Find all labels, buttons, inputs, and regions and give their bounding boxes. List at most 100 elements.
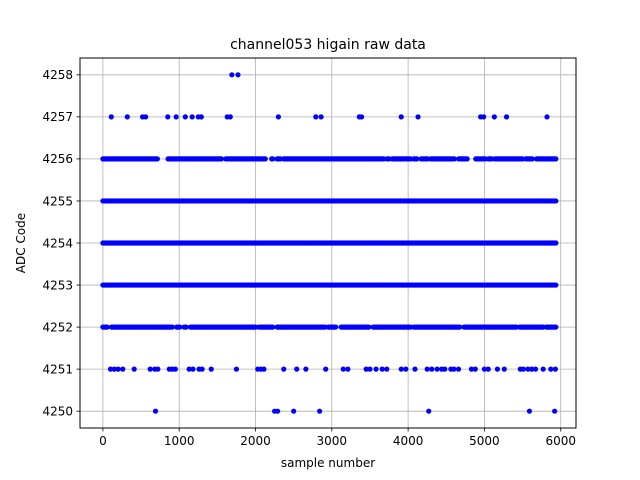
- data-point: [183, 324, 189, 330]
- data-point: [317, 408, 323, 414]
- data-point: [294, 366, 300, 372]
- data-point: [340, 366, 346, 372]
- data-point: [553, 282, 559, 288]
- data-point: [108, 114, 114, 120]
- data-point: [186, 366, 192, 372]
- data-point: [429, 366, 435, 372]
- data-point: [494, 366, 500, 372]
- data-point: [208, 366, 214, 372]
- data-point: [111, 366, 117, 372]
- x-axis-ticks: 0 1000 2000 3000 4000 5000 6000: [99, 428, 576, 448]
- data-point: [235, 72, 241, 78]
- data-point: [532, 366, 539, 372]
- data-point: [529, 156, 535, 162]
- x-tick-label: 6000: [545, 434, 576, 448]
- data-point: [455, 366, 462, 372]
- data-point: [548, 366, 554, 372]
- data-point: [275, 408, 281, 414]
- chart-title: channel053 higain raw data: [230, 37, 426, 53]
- data-point: [451, 156, 457, 162]
- data-point: [169, 324, 175, 330]
- data-point: [229, 72, 235, 78]
- data-point: [131, 366, 137, 372]
- x-tick-label: 2000: [240, 434, 271, 448]
- data-point: [468, 366, 475, 372]
- data-point: [154, 156, 160, 162]
- data-point: [199, 366, 205, 372]
- data-point: [526, 408, 533, 414]
- data-point: [115, 366, 121, 372]
- data-point: [553, 240, 559, 246]
- data-point: [120, 366, 126, 372]
- data-point: [384, 366, 390, 372]
- data-point: [291, 408, 297, 414]
- data-point: [481, 366, 488, 372]
- data-point: [373, 366, 379, 372]
- y-tick-label: 4256: [42, 152, 73, 166]
- data-point: [552, 366, 559, 372]
- data-point: [270, 156, 276, 162]
- data-point: [457, 324, 463, 330]
- data-point: [451, 366, 457, 372]
- data-point: [104, 324, 110, 330]
- data-point: [313, 114, 319, 120]
- data-point: [190, 366, 196, 372]
- data-point: [424, 366, 430, 372]
- data-points: [100, 72, 559, 414]
- data-point: [485, 366, 491, 372]
- data-point: [173, 114, 179, 120]
- data-point: [503, 114, 510, 120]
- data-point: [358, 114, 365, 120]
- data-point: [107, 366, 114, 372]
- x-axis-label: sample number: [281, 456, 375, 470]
- data-point: [398, 366, 404, 372]
- data-point: [525, 366, 531, 372]
- y-tick-label: 4251: [42, 362, 73, 376]
- data-point: [366, 324, 372, 330]
- data-point: [147, 366, 153, 372]
- data-point: [472, 366, 478, 372]
- y-tick-label: 4258: [42, 68, 73, 82]
- x-tick-label: 4000: [393, 434, 424, 448]
- x-tick-label: 3000: [317, 434, 348, 448]
- data-point: [426, 408, 432, 414]
- data-point: [281, 366, 287, 372]
- data-point: [412, 366, 418, 372]
- data-point: [189, 114, 195, 120]
- data-point: [553, 324, 559, 330]
- data-point: [379, 366, 385, 372]
- x-tick-label: 1000: [164, 434, 195, 448]
- data-point: [227, 114, 233, 120]
- data-point: [553, 198, 559, 204]
- data-point: [323, 366, 329, 372]
- data-point: [218, 156, 225, 162]
- y-axis-ticks: 4250 4251 4252 4253 4254 4255 4256 4257 4258: [42, 68, 80, 418]
- data-point: [442, 366, 448, 372]
- data-point: [261, 366, 267, 372]
- data-point: [275, 114, 281, 120]
- data-point: [414, 156, 420, 162]
- data-point: [233, 366, 240, 372]
- y-tick-label: 4252: [42, 320, 73, 334]
- y-tick-label: 4253: [42, 278, 73, 292]
- data-point: [540, 366, 546, 372]
- data-point: [198, 114, 204, 120]
- data-point: [262, 156, 268, 162]
- data-point: [182, 114, 188, 120]
- data-point: [303, 366, 309, 372]
- data-point: [529, 366, 535, 372]
- y-axis-label: ADC Code: [14, 213, 28, 273]
- data-point: [165, 114, 171, 120]
- data-point: [403, 366, 409, 372]
- data-point: [270, 324, 276, 330]
- data-point: [520, 366, 526, 372]
- data-point: [152, 408, 159, 414]
- data-point: [553, 156, 559, 162]
- data-point: [172, 366, 178, 372]
- data-point: [501, 366, 507, 372]
- y-tick-label: 4257: [42, 110, 73, 124]
- data-point: [434, 366, 440, 372]
- data-point: [363, 366, 369, 372]
